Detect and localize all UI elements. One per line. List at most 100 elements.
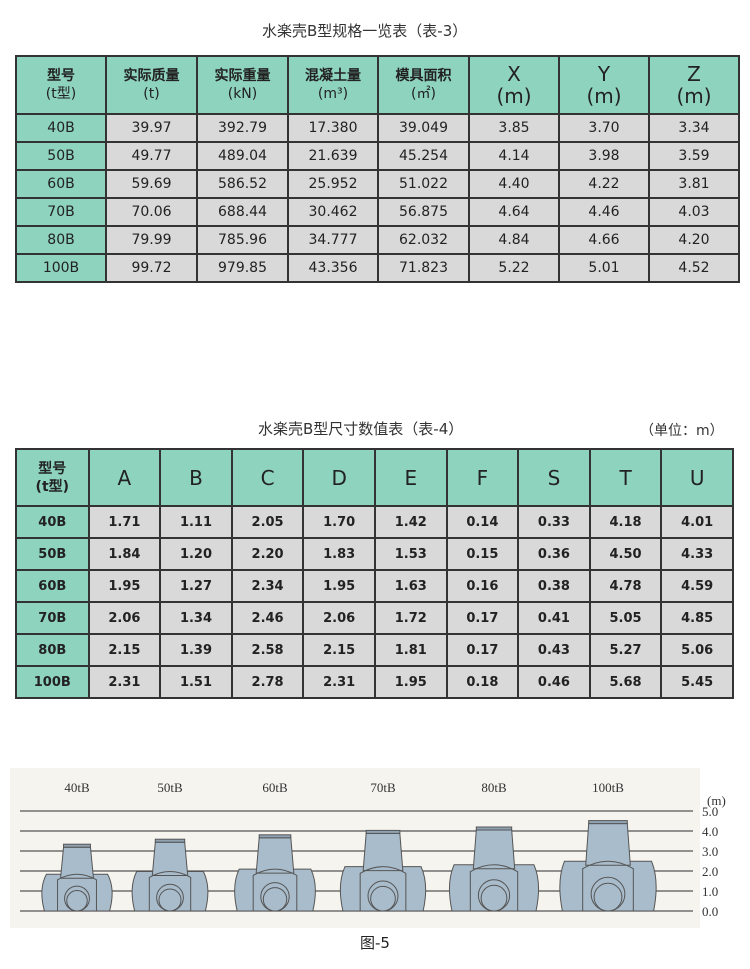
table-cell: 4.22 <box>558 169 650 199</box>
table-row: 100B 99.72 979.85 43.356 71.823 5.22 5.01 4.52 <box>15 253 740 283</box>
column-header: 实际质量 (t) <box>105 55 198 115</box>
table-cell: 3.34 <box>648 113 740 143</box>
table-cell: 3.81 <box>648 169 740 199</box>
model-label: 100tB <box>592 780 624 795</box>
table-cell: 0.17 <box>445 633 520 667</box>
table-row: 80B 2.15 1.39 2.58 2.15 1.81 0.17 0.43 5.27 5.06 <box>15 633 734 667</box>
table3-title: 水楽壳B型规格一览表（表-3） <box>262 22 468 40</box>
header-unit: (㎡) <box>411 86 436 102</box>
unit-label: （单位：m） <box>640 423 724 439</box>
armor-unit-top <box>255 837 295 874</box>
table-cell: 1.39 <box>159 633 233 667</box>
table-cell: 0.33 <box>517 505 591 539</box>
table-cell: 4.46 <box>558 197 650 227</box>
table-cell: 70.06 <box>105 197 198 227</box>
header-unit: (t) <box>143 86 160 102</box>
armor-unit-leg <box>148 871 192 911</box>
header-unit: (m) <box>586 84 622 108</box>
table-cell: 5.68 <box>588 665 663 699</box>
table-cell: 5.01 <box>558 253 650 283</box>
spec-table: 型号 (t型) 实际质量 (t) 实际重量 (kN) 混凝土量 (m³) 模具面积 (㎡) X (m)… <box>15 55 740 283</box>
table-cell: 4.20 <box>648 225 740 255</box>
table-cell: 1.83 <box>302 537 376 571</box>
header-label: 模具面积 <box>395 68 452 84</box>
y-tick-label: 1.0 <box>702 884 718 899</box>
column-header: 型号 (t型) <box>15 55 107 115</box>
table-row: 80B 79.99 785.96 34.777 62.032 4.84 4.66 4.20 <box>15 225 740 255</box>
table-row: 60B 59.69 586.52 25.952 51.022 4.40 4.22 3.81 <box>15 169 740 199</box>
header-label: 实际质量 <box>123 68 180 84</box>
table-cell: 1.27 <box>159 569 233 603</box>
table-row: 100B 2.31 1.51 2.78 2.31 1.95 0.18 0.46 5.68 5.45 <box>15 665 734 699</box>
table-cell: 1.81 <box>373 633 448 667</box>
column-header: C <box>230 448 305 507</box>
table-cell: 51.022 <box>377 169 470 199</box>
table-cell: 2.31 <box>302 665 376 699</box>
table-cell: 2.34 <box>230 569 305 603</box>
column-header: X (m) <box>468 55 560 115</box>
header-unit: (t型) <box>45 86 77 102</box>
model-label: 40tB <box>64 780 90 795</box>
y-tick-label: 3.0 <box>702 844 718 859</box>
model-cell: 50B <box>15 537 90 571</box>
table-cell: 0.38 <box>517 569 591 603</box>
y-tick-label: 2.0 <box>702 864 718 879</box>
column-header: E <box>373 448 448 507</box>
model-cell: 100B <box>15 253 107 283</box>
table-row: 40B 1.71 1.11 2.05 1.70 1.42 0.14 0.33 4.18 4.01 <box>15 505 734 539</box>
table-row: 50B 1.84 1.20 2.20 1.83 1.53 0.15 0.36 4.50 4.33 <box>15 537 734 571</box>
header-label: Y <box>597 62 611 86</box>
column-header: A <box>87 448 162 507</box>
table-row: 60B 1.95 1.27 2.34 1.95 1.63 0.16 0.38 4.78 4.59 <box>15 569 734 603</box>
table-cell: 4.85 <box>660 601 734 635</box>
column-header: 模具面积 (㎡) <box>377 55 470 115</box>
table-cell: 1.51 <box>159 665 233 699</box>
table-cell: 3.85 <box>468 113 560 143</box>
armor-unit-top <box>362 832 404 872</box>
armor-unit-cap <box>154 838 186 843</box>
table-cell: 1.63 <box>373 569 448 603</box>
model-label: 80tB <box>481 780 507 795</box>
model-cell: 100B <box>15 665 90 699</box>
table-cell: 0.36 <box>517 537 591 571</box>
unit-label: (m) <box>707 793 726 808</box>
table-cell: 1.72 <box>373 601 448 635</box>
table-cell: 99.72 <box>105 253 198 283</box>
table-cell: 0.15 <box>445 537 520 571</box>
size-comparison-figure: 0.0 1.0 2.0 3.0 4.0 5.0(m) 40tB 50tB 60tB 70tB 80t… <box>10 768 726 928</box>
table-cell: 4.18 <box>588 505 663 539</box>
table-cell: 43.356 <box>287 253 379 283</box>
table-cell: 34.777 <box>287 225 379 255</box>
table-cell: 3.59 <box>648 141 740 171</box>
table-cell: 4.64 <box>468 197 560 227</box>
table-cell: 1.11 <box>159 505 233 539</box>
y-tick-label: 0.0 <box>702 904 718 919</box>
model-label: 70tB <box>370 780 396 795</box>
header-unit: (t型) <box>35 478 70 495</box>
armor-unit-top <box>59 846 95 879</box>
column-header: Y (m) <box>558 55 650 115</box>
table-cell: 1.70 <box>302 505 376 539</box>
column-header: Z (m) <box>648 55 740 115</box>
table-cell: 2.15 <box>302 633 376 667</box>
table-row: 70B 2.06 1.34 2.46 2.06 1.72 0.17 0.41 5.05 4.85 <box>15 601 734 635</box>
table-cell: 2.78 <box>230 665 305 699</box>
column-header: S <box>517 448 591 507</box>
table-cell: 1.84 <box>87 537 162 571</box>
armor-unit-top <box>585 823 631 866</box>
table-cell: 25.952 <box>287 169 379 199</box>
y-tick-label: 5.0 <box>702 804 718 819</box>
table-cell: 1.95 <box>87 569 162 603</box>
armor-unit-cap <box>63 843 91 848</box>
table-row: 70B 70.06 688.44 30.462 56.875 4.64 4.46 4.03 <box>15 197 740 227</box>
table-cell: 5.05 <box>588 601 663 635</box>
table-cell: 5.22 <box>468 253 560 283</box>
table-cell: 4.52 <box>648 253 740 283</box>
model-cell: 50B <box>15 141 107 171</box>
header-unit: (m) <box>676 84 712 108</box>
table-cell: 1.53 <box>373 537 448 571</box>
table-cell: 3.98 <box>558 141 650 171</box>
column-header: U <box>660 448 734 507</box>
armor-unit-cap <box>475 826 513 831</box>
model-cell: 80B <box>15 225 107 255</box>
